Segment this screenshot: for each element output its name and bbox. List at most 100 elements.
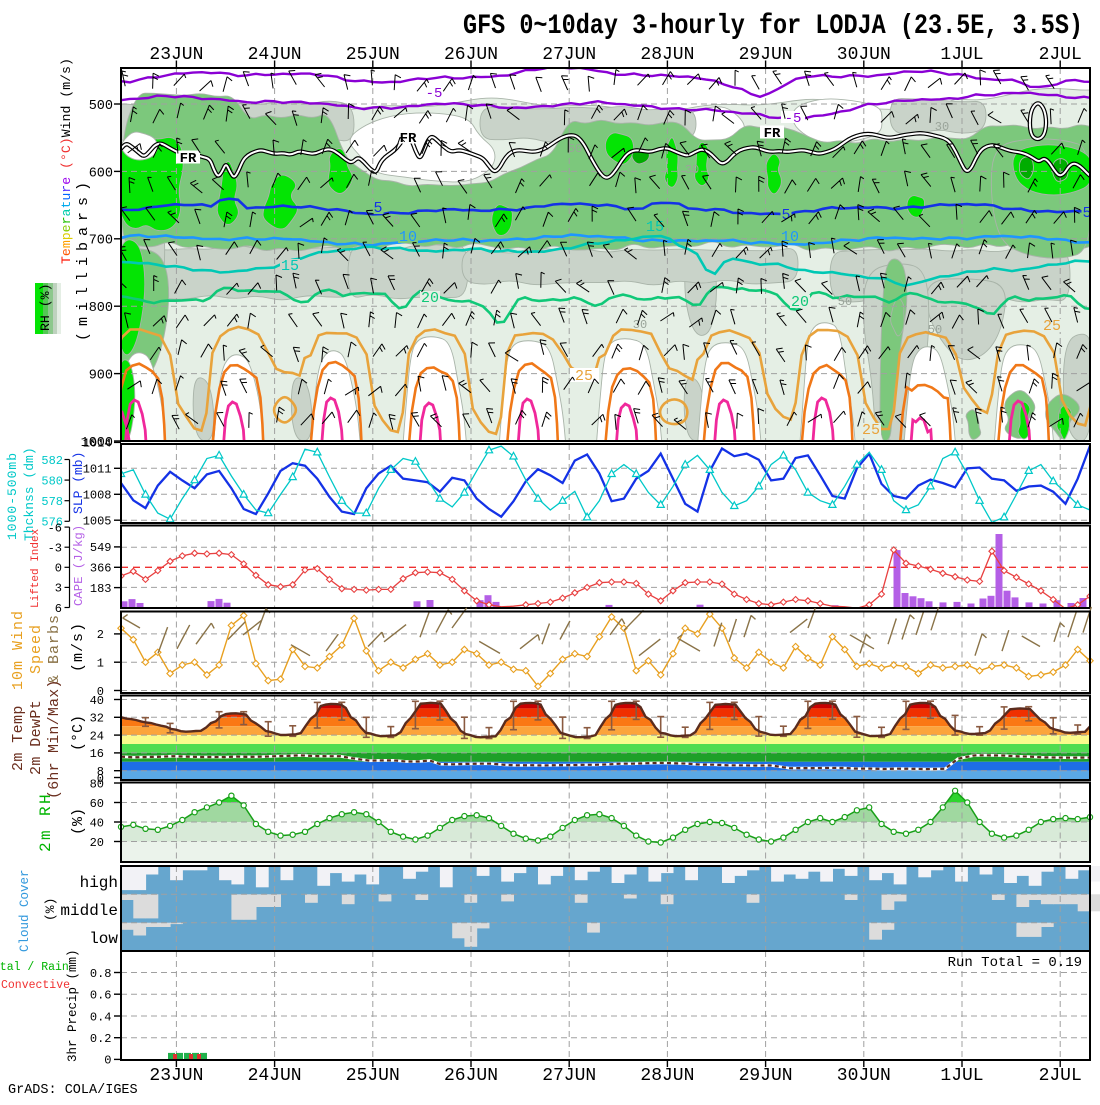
svg-text:26JUN: 26JUN bbox=[444, 45, 498, 65]
svg-text:0.4: 0.4 bbox=[90, 1010, 112, 1024]
svg-text:30JUN: 30JUN bbox=[837, 1066, 891, 1086]
svg-text:16: 16 bbox=[90, 747, 104, 761]
svg-text:-6: -6 bbox=[48, 521, 62, 535]
svg-text:low: low bbox=[89, 930, 118, 948]
svg-text:20: 20 bbox=[791, 294, 809, 311]
svg-text:Run Total = 0.19: Run Total = 0.19 bbox=[948, 955, 1082, 971]
svg-text:32: 32 bbox=[90, 712, 104, 726]
svg-text:30: 30 bbox=[935, 120, 949, 134]
svg-text:FR: FR bbox=[764, 126, 781, 142]
svg-text:20: 20 bbox=[421, 290, 439, 307]
svg-text:GrADS: COLA/IGES: GrADS: COLA/IGES bbox=[8, 1083, 138, 1098]
svg-text:582: 582 bbox=[41, 454, 63, 468]
svg-text:600: 600 bbox=[89, 166, 113, 181]
svg-text:5: 5 bbox=[373, 200, 382, 217]
svg-text:1011: 1011 bbox=[83, 463, 112, 477]
svg-text:30JUN: 30JUN bbox=[837, 45, 891, 65]
svg-text:0: 0 bbox=[55, 562, 62, 576]
svg-text:1000-500mb: 1000-500mb bbox=[5, 452, 20, 540]
svg-text:10: 10 bbox=[399, 229, 417, 246]
svg-text:578: 578 bbox=[41, 495, 63, 509]
svg-text:2m RH: 2m RH bbox=[37, 792, 55, 852]
svg-text:24JUN: 24JUN bbox=[248, 1066, 302, 1086]
svg-text:28JUN: 28JUN bbox=[640, 45, 694, 65]
svg-text:23JUN: 23JUN bbox=[149, 1066, 203, 1086]
svg-text:29JUN: 29JUN bbox=[739, 1066, 793, 1086]
svg-text:24: 24 bbox=[90, 729, 104, 743]
svg-text:25JUN: 25JUN bbox=[346, 45, 400, 65]
svg-text:28JUN: 28JUN bbox=[640, 1066, 694, 1086]
svg-text:1JUL: 1JUL bbox=[940, 45, 983, 65]
svg-text:(6hr Min/Max): (6hr Min/Max) bbox=[46, 679, 63, 799]
svg-text:10: 10 bbox=[781, 229, 799, 246]
svg-text:Speed: Speed bbox=[28, 624, 45, 674]
svg-text:3: 3 bbox=[55, 582, 62, 596]
svg-text:0.6: 0.6 bbox=[90, 989, 112, 1003]
svg-text:(%): (%) bbox=[43, 898, 58, 921]
svg-text:40: 40 bbox=[90, 694, 104, 708]
svg-text:0.8: 0.8 bbox=[90, 967, 112, 981]
svg-text:(%): (%) bbox=[70, 808, 87, 835]
svg-text:549: 549 bbox=[90, 541, 112, 555]
svg-text:30: 30 bbox=[685, 163, 699, 177]
svg-text:40: 40 bbox=[90, 816, 104, 830]
svg-text:Thcknss (dm): Thcknss (dm) bbox=[22, 447, 37, 541]
svg-text:(°C): (°C) bbox=[70, 715, 87, 751]
svg-text:Convective: Convective bbox=[1, 979, 70, 992]
svg-text:60: 60 bbox=[90, 797, 104, 811]
svg-text:middle: middle bbox=[60, 902, 118, 920]
svg-text:(millibars): (millibars) bbox=[75, 176, 92, 341]
svg-text:183: 183 bbox=[90, 582, 112, 596]
svg-text:29JUN: 29JUN bbox=[739, 45, 793, 65]
svg-text:Cloud Cover: Cloud Cover bbox=[18, 869, 32, 952]
svg-text:2JUL: 2JUL bbox=[1039, 1066, 1082, 1086]
svg-text:0: 0 bbox=[104, 1054, 111, 1068]
svg-text:1005: 1005 bbox=[83, 515, 112, 529]
svg-text:-5: -5 bbox=[785, 111, 802, 127]
svg-text:-5: -5 bbox=[426, 86, 443, 102]
svg-text:25JUN: 25JUN bbox=[346, 1066, 400, 1086]
svg-text:6: 6 bbox=[55, 602, 62, 616]
svg-text:CAPE (J/kg): CAPE (J/kg) bbox=[72, 525, 86, 606]
svg-text:26JUN: 26JUN bbox=[444, 1066, 498, 1086]
svg-text:1014: 1014 bbox=[83, 437, 112, 451]
svg-text:50: 50 bbox=[838, 295, 852, 309]
svg-text:27JUN: 27JUN bbox=[542, 1066, 596, 1086]
svg-text:27JUN: 27JUN bbox=[542, 45, 596, 65]
svg-text:15: 15 bbox=[646, 219, 664, 236]
svg-text:500: 500 bbox=[89, 99, 113, 114]
svg-text:10m Wind: 10m Wind bbox=[10, 610, 27, 690]
svg-text:50: 50 bbox=[928, 323, 942, 337]
svg-text:RH (%): RH (%) bbox=[38, 284, 53, 331]
svg-text:2: 2 bbox=[97, 628, 104, 642]
svg-text:25: 25 bbox=[575, 368, 593, 385]
svg-text:80: 80 bbox=[90, 777, 104, 791]
svg-text:Total / Rain: Total / Rain bbox=[0, 961, 69, 974]
svg-text:800: 800 bbox=[89, 301, 113, 316]
svg-text:Temperature (°C)Wind (m/s): Temperature (°C)Wind (m/s) bbox=[59, 58, 74, 264]
svg-text:1JUL: 1JUL bbox=[940, 1066, 983, 1086]
svg-text:& Barbs: & Barbs bbox=[46, 614, 63, 684]
svg-text:2m Temp: 2m Temp bbox=[10, 705, 27, 771]
svg-text:30: 30 bbox=[633, 318, 647, 332]
svg-text:high: high bbox=[80, 874, 118, 892]
svg-text:700: 700 bbox=[89, 234, 113, 249]
svg-text:15: 15 bbox=[281, 258, 299, 275]
svg-text:2m DewPt: 2m DewPt bbox=[28, 700, 45, 775]
svg-text:580: 580 bbox=[41, 474, 63, 488]
svg-text:2JUL: 2JUL bbox=[1039, 45, 1082, 65]
svg-text:0.2: 0.2 bbox=[90, 1032, 112, 1046]
svg-text:25: 25 bbox=[862, 422, 880, 439]
svg-text:GFS 0~10day 3-hourly for LODJA: GFS 0~10day 3-hourly for LODJA (23.5E, 3… bbox=[463, 9, 1083, 42]
svg-text:24JUN: 24JUN bbox=[248, 45, 302, 65]
svg-text:FR: FR bbox=[180, 151, 197, 167]
svg-text:(m/s): (m/s) bbox=[70, 622, 87, 672]
svg-text:366: 366 bbox=[90, 562, 112, 576]
svg-text:23JUN: 23JUN bbox=[149, 45, 203, 65]
svg-text:-3: -3 bbox=[48, 542, 62, 556]
svg-text:1008: 1008 bbox=[83, 489, 112, 503]
svg-text:Lifted Index: Lifted Index bbox=[30, 528, 42, 608]
svg-text:SLP (mb): SLP (mb) bbox=[71, 452, 86, 514]
svg-text:1: 1 bbox=[97, 657, 104, 671]
svg-text:20: 20 bbox=[90, 836, 104, 850]
